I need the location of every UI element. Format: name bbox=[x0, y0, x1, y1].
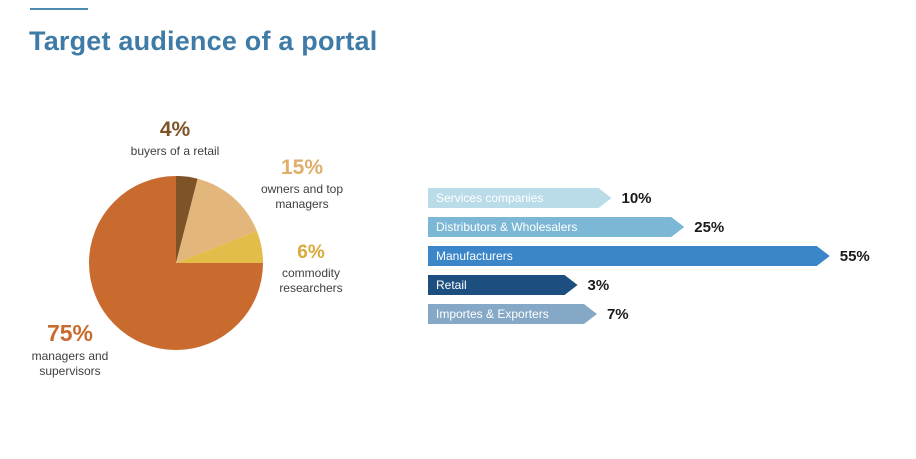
bar-row-manufacturers: Manufacturers 55% bbox=[428, 246, 898, 266]
bar-value: 55% bbox=[839, 247, 870, 265]
bar-row-services-companies: Services companies 10% bbox=[428, 188, 898, 208]
pie-label-owners-and-top-managers: 15% owners and top managers bbox=[243, 156, 361, 212]
bar-value: 7% bbox=[606, 305, 629, 323]
bar-label: Retail bbox=[436, 278, 467, 292]
pie-slice bbox=[176, 176, 198, 263]
pie-chart: 4% buyers of a retail 15% owners and top… bbox=[0, 0, 430, 459]
bar-label: Manufacturers bbox=[436, 249, 513, 263]
bar-chart: Services companies 10% Distributors & Wh… bbox=[428, 188, 898, 333]
pie-slice bbox=[176, 178, 257, 263]
pie-slice bbox=[176, 230, 263, 263]
pie-caption: owners and top managers bbox=[260, 182, 344, 211]
bar-distributors-wholesalers: Distributors & Wholesalers bbox=[428, 217, 684, 237]
pie-pct: 6% bbox=[297, 242, 325, 263]
pie-label-commodity-researchers: 6% commodity researchers bbox=[256, 242, 366, 296]
top-accent-line bbox=[30, 8, 88, 10]
pie-caption: managers and supervisors bbox=[31, 349, 109, 378]
pie-pct: 15% bbox=[280, 156, 324, 179]
pie-slice bbox=[89, 176, 263, 350]
bar-retail: Retail bbox=[428, 275, 578, 295]
bar-row-importes-exporters: Importes & Exporters 7% bbox=[428, 304, 898, 324]
bar-value: 3% bbox=[587, 276, 610, 294]
page-title: Target audience of a portal bbox=[29, 26, 378, 56]
pie-caption: commodity researchers bbox=[279, 266, 343, 295]
pie-pct: 75% bbox=[46, 320, 94, 346]
pie-label-buyers-of-a-retail: 4% buyers of a retail bbox=[100, 118, 250, 159]
bar-value: 25% bbox=[694, 218, 725, 236]
bar-services-companies: Services companies bbox=[428, 188, 612, 208]
pie-label-managers-and-supervisors: 75% managers and supervisors bbox=[6, 320, 134, 379]
bar-manufacturers: Manufacturers bbox=[428, 246, 830, 266]
bar-label: Importes & Exporters bbox=[436, 307, 549, 321]
bar-value: 10% bbox=[621, 189, 652, 207]
bar-importes-exporters: Importes & Exporters bbox=[428, 304, 597, 324]
pie-caption: buyers of a retail bbox=[130, 144, 220, 158]
bar-row-distributors-wholesalers: Distributors & Wholesalers 25% bbox=[428, 217, 898, 237]
bar-row-retail: Retail 3% bbox=[428, 275, 898, 295]
pie-svg bbox=[89, 176, 263, 350]
pie-pct: 4% bbox=[159, 118, 191, 141]
bar-label: Services companies bbox=[436, 191, 544, 205]
bar-label: Distributors & Wholesalers bbox=[436, 220, 578, 234]
